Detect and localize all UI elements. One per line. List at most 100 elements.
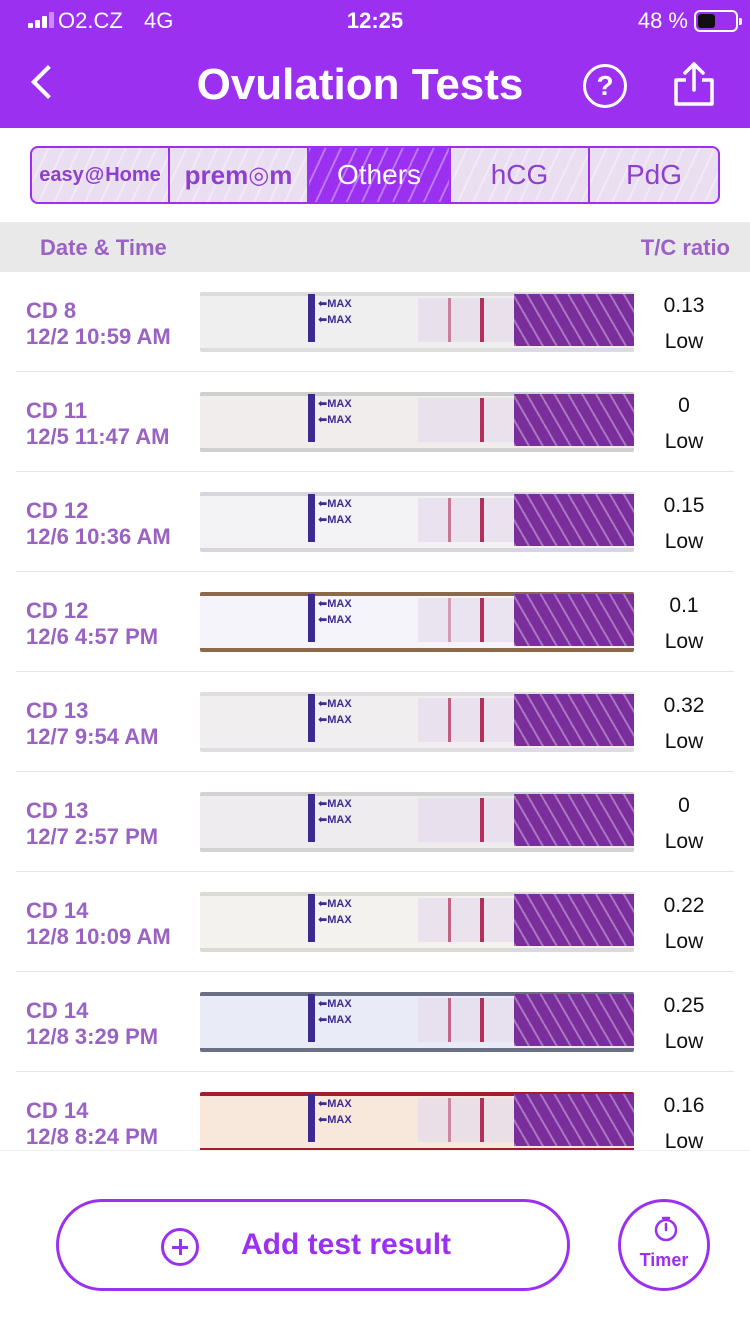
strip-max-label: MAX [327,698,352,710]
lh-level: Low [664,1130,704,1150]
tc-ratio-value: 0.22 [663,894,705,917]
cycle-day: CD 13 [26,798,89,823]
column-header: Date & Time T/C ratio [0,222,750,272]
lh-level: Low [664,330,704,353]
test-strip-image: ⬅MAX ⬅MAX [200,792,634,852]
test-row[interactable]: CD 12 12/6 4:57 PM ⬅MAX ⬅MAX 0.1 Low [16,572,734,672]
tc-ratio-value: 0.1 [669,594,699,617]
tab-pdg[interactable]: PdG [590,148,718,202]
lh-level: Low [664,630,704,653]
strip-max-label: MAX [327,298,352,310]
tc-ratio-value: 0.13 [663,294,705,317]
status-time: 12:25 [346,8,404,33]
cycle-day: CD 11 [26,398,88,423]
add-test-result-label: Add test result [241,1228,452,1261]
tab-premom[interactable]: prem ◎ m [170,148,309,202]
test-row[interactable]: CD 12 12/6 10:36 AM ⬅MAX ⬅MAX 0.15 Low [16,472,734,572]
tab-others[interactable]: Others [309,148,451,202]
strip-max-label: MAX [327,1114,352,1126]
tc-ratio-value: 0.25 [663,994,705,1017]
test-strip-image: ⬅MAX ⬅MAX [200,292,634,352]
test-datetime: 12/5 11:47 AM [26,424,170,449]
test-strip-image: ⬅MAX ⬅MAX [200,692,634,752]
tab-easy-home-label-b: Home [105,163,161,186]
test-strip-image: ⬅MAX ⬅MAX [200,492,634,552]
footer-bar: Add test result Timer [0,1150,750,1334]
test-row[interactable]: CD 13 12/7 2:57 PM ⬅MAX ⬅MAX 0 Low [16,772,734,872]
strip-max-label: MAX [327,814,352,826]
top-bar: O2.CZ 4G 12:25 48 % Ovulation Tests ? [0,0,750,128]
strip-max-label: MAX [327,514,352,526]
strip-max-label: MAX [327,714,352,726]
cycle-day: CD 12 [26,498,89,523]
tab-premom-label-a: prem [184,159,249,190]
test-row[interactable]: CD 14 12/8 3:29 PM ⬅MAX ⬅MAX 0.25 Low [16,972,734,1072]
strip-max-label: MAX [327,798,352,810]
cycle-day: CD 14 [26,898,89,923]
strip-max-label: MAX [327,998,352,1010]
timer-button[interactable]: Timer [618,1199,710,1291]
strip-max-label: MAX [327,498,352,510]
test-datetime: 12/6 10:36 AM [26,524,171,549]
test-strip-image: ⬅MAX ⬅MAX [200,992,634,1052]
strip-max-label: MAX [327,614,352,626]
help-button[interactable]: ? [583,64,627,108]
strip-max-label: MAX [327,914,352,926]
test-datetime: 12/7 2:57 PM [26,824,159,849]
cycle-day: CD 8 [26,298,77,323]
test-row[interactable]: CD 13 12/7 9:54 AM ⬅MAX ⬅MAX 0.32 Low [16,672,734,772]
test-datetime: 12/7 9:54 AM [26,724,159,749]
strip-max-label: MAX [327,398,352,410]
tab-premom-label-b: m [269,159,293,190]
test-strip-image: ⬅MAX ⬅MAX [200,892,634,952]
lh-level: Low [664,1030,704,1053]
test-row[interactable]: CD 14 12/8 10:09 AM ⬅MAX ⬅MAX 0.22 Low [16,872,734,972]
tab-easy-home[interactable]: easy @ Home [32,148,170,202]
test-datetime: 12/6 4:57 PM [26,624,159,649]
page-title: Ovulation Tests [196,60,524,109]
cycle-day: CD 13 [26,698,89,723]
tab-hcg[interactable]: hCG [451,148,590,202]
test-datetime: 12/8 3:29 PM [26,1024,159,1049]
tc-ratio-value: 0 [678,794,690,817]
plus-circle-icon [161,1228,199,1266]
tc-ratio-value: 0.32 [663,694,705,717]
column-tc-ratio: T/C ratio [640,235,730,260]
tab-easy-home-label-a: easy [39,163,84,186]
test-datetime: 12/2 10:59 AM [26,324,171,349]
share-icon[interactable] [672,60,716,108]
strip-max-label: MAX [327,598,352,610]
lh-level: Low [664,530,704,553]
strip-max-label: MAX [327,1014,352,1026]
lh-level: Low [664,930,704,953]
test-list[interactable]: CD 8 12/2 10:59 AM ⬅MAX ⬅MAX 0.13 Low CD 11 12/… [0,272,750,1150]
flower-icon: @ [84,163,105,186]
strip-max-label: MAX [327,314,352,326]
network-type: 4G [144,8,174,33]
add-test-result-button[interactable]: Add test result [56,1199,570,1291]
test-row[interactable]: CD 11 12/5 11:47 AM ⬅MAX ⬅MAX 0 Low [16,372,734,472]
test-row[interactable]: CD 14 12/8 8:24 PM ⬅MAX ⬅MAX 0.16 Low [16,1072,734,1150]
strip-max-label: MAX [327,898,352,910]
lh-level: Low [664,730,704,753]
test-datetime: 12/8 10:09 AM [26,924,171,949]
tc-ratio-value: 0 [678,394,690,417]
tc-ratio-value: 0.15 [663,494,705,517]
lh-level: Low [664,430,704,453]
battery-icon [694,10,742,32]
test-strip-image: ⬅MAX ⬅MAX [200,392,634,452]
cycle-day: CD 14 [26,1098,89,1123]
strip-max-label: MAX [327,1098,352,1110]
status-bar: O2.CZ 4G 12:25 48 % [0,0,750,42]
brand-tabs: easy @ Home prem ◎ m Others hCG PdG [30,146,720,204]
test-strip-image: ⬅MAX ⬅MAX [200,592,634,652]
stopwatch-icon [654,1216,678,1242]
strip-max-label: MAX [327,414,352,426]
test-datetime: 12/8 8:24 PM [26,1124,159,1149]
premom-o-icon: ◎ [248,161,270,189]
test-row[interactable]: CD 8 12/2 10:59 AM ⬅MAX ⬅MAX 0.13 Low [16,272,734,372]
cycle-day: CD 14 [26,998,89,1023]
timer-label: Timer [639,1250,689,1270]
column-date-time: Date & Time [40,235,167,260]
lh-level: Low [664,830,704,853]
